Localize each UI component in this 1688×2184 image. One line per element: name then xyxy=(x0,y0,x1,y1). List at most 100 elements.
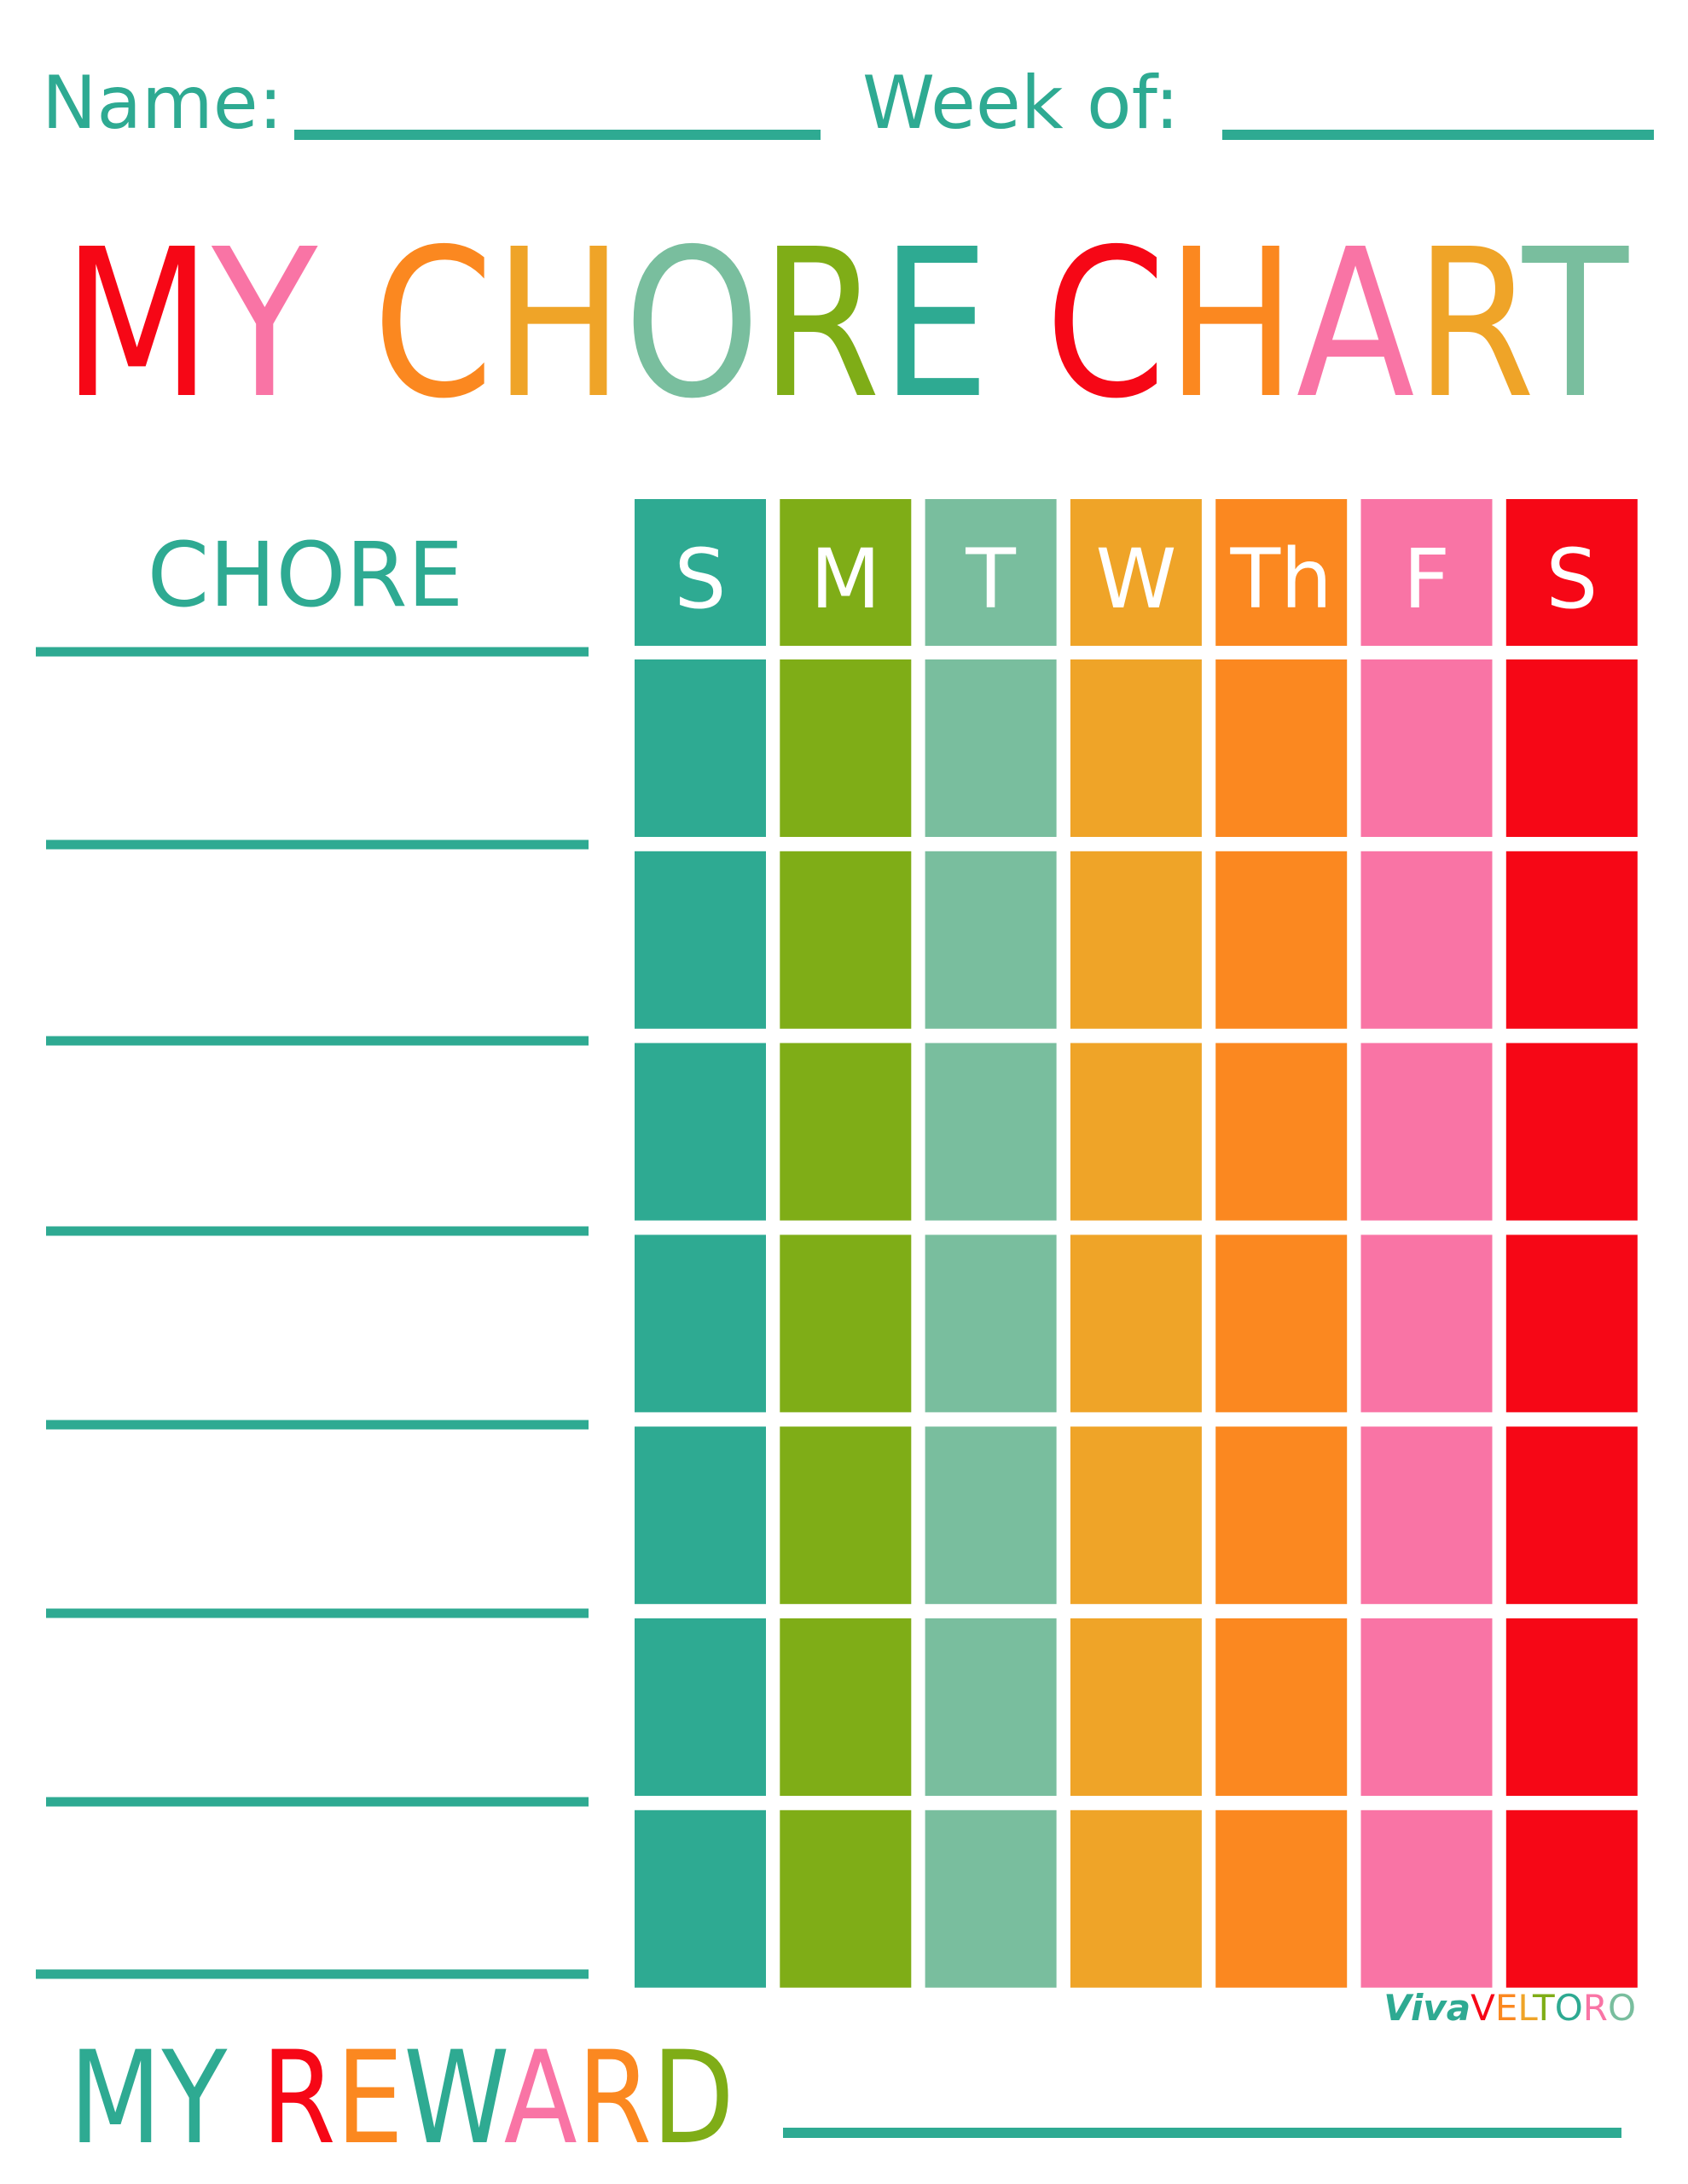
letter: T xyxy=(1532,1987,1555,2029)
chore-cell xyxy=(1215,1809,1348,1988)
chore-cell xyxy=(1360,1234,1493,1413)
letter: V xyxy=(1470,1987,1495,2029)
chore-cell xyxy=(1215,851,1348,1029)
chore-cell xyxy=(1505,659,1638,837)
chore-cell xyxy=(1505,1043,1638,1221)
letter: E xyxy=(336,2024,403,2173)
letter: A xyxy=(504,2024,577,2173)
chore-cell xyxy=(925,1809,1057,1988)
chore-cell xyxy=(1215,659,1348,837)
week-label: Week of: xyxy=(862,61,1180,146)
chore-cell xyxy=(635,1043,766,1221)
letter: W xyxy=(403,2024,507,2173)
chore-cell xyxy=(1070,1234,1202,1413)
letter: E xyxy=(1495,1987,1518,2029)
chore-cell xyxy=(1360,1618,1493,1796)
letter: O xyxy=(1608,1987,1636,2029)
chore-cell xyxy=(635,1426,766,1605)
chore-cell xyxy=(635,851,766,1029)
letter xyxy=(317,205,373,444)
day-label: M xyxy=(810,531,881,627)
letter xyxy=(227,2024,261,2173)
chore-heading: CHORE xyxy=(148,523,464,627)
letter: D xyxy=(652,2024,734,2173)
day-label: S xyxy=(1546,531,1598,627)
chore-cell xyxy=(1070,1426,1202,1605)
letter: M xyxy=(69,2024,162,2173)
day-label: W xyxy=(1095,531,1176,627)
day-label: Th xyxy=(1229,531,1331,627)
chore-cell xyxy=(925,659,1057,837)
letter: E xyxy=(880,205,989,444)
letter: C xyxy=(1045,205,1166,444)
chore-cell xyxy=(1505,1426,1638,1605)
letter: H xyxy=(1166,205,1296,444)
chore-cell xyxy=(1360,851,1493,1029)
day-label: T xyxy=(965,531,1016,627)
chore-cell xyxy=(1505,1809,1638,1988)
chore-cell xyxy=(635,1809,766,1988)
letter: Y xyxy=(161,2024,228,2173)
letter: R xyxy=(1415,205,1530,444)
letter: O xyxy=(1555,1987,1583,2029)
chore-cell xyxy=(1360,1043,1493,1221)
chore-cell xyxy=(780,1043,912,1221)
letter: Y xyxy=(211,205,318,444)
chore-cell xyxy=(780,851,912,1029)
chore-cell xyxy=(1215,1043,1348,1221)
chore-cell xyxy=(1070,1809,1202,1988)
day-header xyxy=(1505,499,1638,646)
chore-cell xyxy=(1215,1426,1348,1605)
day-header xyxy=(1070,499,1202,646)
chore-cell xyxy=(925,1618,1057,1796)
chore-cell xyxy=(1070,659,1202,837)
brand-viva: Viva xyxy=(1383,1987,1470,2029)
chore-cell xyxy=(925,1426,1057,1605)
letter: T xyxy=(1522,205,1629,444)
letter: O xyxy=(624,205,760,444)
grid: S M T W Th F S xyxy=(635,499,1638,1988)
chore-cell xyxy=(1360,1809,1493,1988)
chore-cell xyxy=(925,1043,1057,1221)
day-header xyxy=(635,499,766,646)
chore-cell xyxy=(780,1618,912,1796)
name-label: Name: xyxy=(42,61,283,146)
chore-cell xyxy=(1505,1234,1638,1413)
chore-cell xyxy=(635,659,766,837)
letter: M xyxy=(62,205,212,444)
chore-cell xyxy=(635,1234,766,1413)
chore-cell xyxy=(1360,1426,1493,1605)
chore-cell xyxy=(1215,1618,1348,1796)
chore-cell xyxy=(1215,1234,1348,1413)
chore-cell xyxy=(780,1809,912,1988)
chore-cell xyxy=(925,1234,1057,1413)
chore-cell xyxy=(1070,1618,1202,1796)
chore-cell xyxy=(780,1234,912,1413)
day-label: S xyxy=(675,531,727,627)
reward-label: MY REWARD xyxy=(69,2024,734,2173)
day-label: F xyxy=(1403,531,1450,627)
letter: H xyxy=(494,205,624,444)
chore-cell xyxy=(1505,851,1638,1029)
letter: R xyxy=(577,2024,652,2173)
chore-cell xyxy=(1070,1043,1202,1221)
day-header xyxy=(1360,499,1493,646)
chore-cell xyxy=(635,1618,766,1796)
chore-cell xyxy=(925,851,1057,1029)
letter: R xyxy=(760,205,880,444)
day-header xyxy=(925,499,1057,646)
letter: A xyxy=(1296,205,1415,444)
brand: VivaVELTORO xyxy=(1383,1987,1636,2029)
letter xyxy=(990,205,1046,444)
chore-cell xyxy=(1070,851,1202,1029)
chore-cell xyxy=(780,659,912,837)
day-header xyxy=(780,499,912,646)
letter: R xyxy=(1583,1987,1608,2029)
chore-cell xyxy=(1360,659,1493,837)
title: MY CHORE CHART xyxy=(62,205,1629,444)
brand-veltoro: VELTORO xyxy=(1470,1987,1636,2029)
letter: R xyxy=(261,2024,335,2173)
letter: C xyxy=(373,205,494,444)
